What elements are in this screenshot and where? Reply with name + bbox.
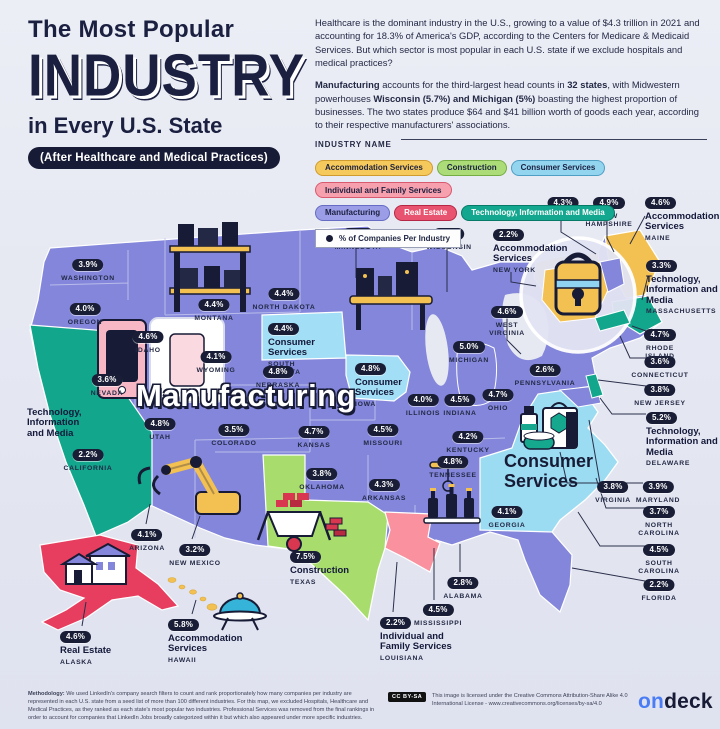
state-label-south-carolina: 4.5% SOUTH CAROLINA bbox=[638, 543, 680, 575]
state-label-new-jersey: 3.8% NEW JERSEY bbox=[634, 383, 686, 407]
state-label-virginia: 3.8% VIRGINIA bbox=[595, 480, 631, 504]
header: The Most Popular INDUSTRY in Every U.S. … bbox=[28, 16, 308, 169]
legend-pill-realestate: Real Estate bbox=[394, 204, 458, 221]
state-label-maine: 4.6% Accommodation Services MAINE bbox=[645, 196, 720, 242]
state-label-ohio: 4.7% OHIO bbox=[482, 384, 514, 413]
region-label-manufacturing: Manufacturing bbox=[136, 378, 357, 413]
state-label-oregon: 4.0% OREGON bbox=[67, 302, 103, 326]
state-hawaii-islands bbox=[167, 577, 218, 611]
state-label-missouri: 4.5% MISSOURI bbox=[363, 423, 403, 447]
magnifier-circle bbox=[519, 236, 637, 354]
state-label-new-york: 2.2% Accommodation Services NEW YORK bbox=[493, 228, 568, 274]
cloche-icon bbox=[213, 592, 267, 631]
lake-michigan bbox=[425, 314, 449, 386]
california-industry-label: Technology, Information and Media bbox=[27, 407, 82, 439]
factory-shelf-icon bbox=[169, 222, 251, 312]
state-label-connecticut: 3.6% CONNECTICUT bbox=[631, 355, 689, 379]
state-label-colorado: 3.5% COLORADO bbox=[211, 423, 257, 447]
region-label-consumer-services: Consumer Services bbox=[504, 451, 594, 491]
conveyor-machines-icon bbox=[349, 262, 433, 330]
legend-pill-construction: Construction bbox=[436, 159, 507, 176]
state-label-texas: 7.5% Construction TEXAS bbox=[290, 550, 350, 586]
legend: INDUSTRY NAME Accommodation Services Cons… bbox=[315, 134, 707, 248]
state-label-massachusetts: 3.3% Technology, Information and Media MAS… bbox=[646, 259, 718, 316]
subtitle-pill: (After Healthcare and Medical Practices) bbox=[28, 147, 280, 169]
robot-arm-icon bbox=[137, 456, 241, 515]
state-label-california: 2.2% CALIFORNIA bbox=[63, 448, 113, 472]
cc-license-icon: CC BY-SA bbox=[388, 692, 427, 702]
state-label-rhode-island: 4.7% RHODE ISLAND bbox=[644, 328, 676, 360]
license-text: This image is licensed under the Creativ… bbox=[432, 693, 628, 708]
state-label-michigan: 5.0% MICHIGAN bbox=[449, 340, 489, 364]
intro-paragraph-2: Manufacturing accounts for the third-lar… bbox=[315, 79, 699, 131]
state-label-maryland: 3.9% MARYLAND bbox=[635, 480, 681, 504]
state-label-pennsylvania: 2.6% PENNSYLVANIA bbox=[514, 363, 576, 387]
state-label-nebraska: 4.8% NEBRASKA bbox=[255, 365, 301, 389]
state-label-louisiana: 2.2% Individual and Family Services LOUISI… bbox=[380, 616, 452, 662]
title-main: INDUSTRY bbox=[28, 42, 305, 109]
wheelbarrow-icon bbox=[256, 493, 347, 552]
ondeck-logo: ondeck bbox=[638, 690, 713, 713]
title-line3: in Every U.S. State bbox=[28, 113, 223, 138]
state-label-illinois: 4.0% ILLINOIS bbox=[405, 393, 441, 417]
state-label-wyoming: 4.1% WYOMING bbox=[196, 350, 236, 374]
legend-rule bbox=[401, 139, 707, 140]
legend-pills: Accommodation Services Construction Consum… bbox=[315, 157, 707, 225]
state-label-utah: 4.8% UTAH bbox=[144, 413, 176, 442]
state-label-arkansas: 4.3% ARKANSAS bbox=[361, 478, 407, 502]
legend-pill-consumer: Consumer Services bbox=[510, 159, 606, 176]
state-label-tennessee: 4.8% TENNESSEE bbox=[429, 455, 477, 479]
intro-paragraph-1: Healthcare is the dominant industry in t… bbox=[315, 17, 700, 69]
state-label-west-virginia: 4.6% WEST VIRGINIA bbox=[489, 305, 525, 337]
state-label-hawaii: 5.8% Accommodation Services HAWAII bbox=[168, 618, 243, 664]
state-label-alaska: 4.6% Real Estate ALASKA bbox=[60, 630, 112, 666]
state-label-georgia: 4.1% GEORGIA bbox=[488, 505, 526, 529]
state-label-nevada: 3.6% NEVADA bbox=[90, 373, 124, 397]
state-label-florida: 2.2% FLORIDA bbox=[641, 578, 677, 602]
state-label-idaho: 4.6% IDAHO bbox=[132, 326, 164, 355]
houses-icon bbox=[59, 542, 131, 585]
percent-dot-icon bbox=[326, 234, 333, 242]
state-label-north-dakota: 4.4% NORTH DAKOTA bbox=[252, 287, 316, 311]
legend-note: % of Companies Per Industry bbox=[315, 228, 462, 248]
intro-text: Healthcare is the dominant industry in t… bbox=[315, 16, 707, 141]
state-label-iowa: 4.8% Consumer Services IOWA bbox=[355, 362, 402, 408]
state-label-kentucky: 4.2% KENTUCKY bbox=[446, 430, 490, 454]
state-label-alabama: 2.8% ALABAMA bbox=[443, 576, 483, 600]
state-label-montana: 4.4% MONTANA bbox=[194, 298, 234, 322]
state-label-mississippi: 4.5% MISSISSIPPI bbox=[413, 603, 463, 627]
padlock-icon bbox=[554, 252, 602, 316]
legend-pill-accommodation: Accommodation Services bbox=[315, 159, 433, 176]
state-delaware-tech bbox=[585, 373, 604, 399]
state-label-new-mexico: 3.2% NEW MEXICO bbox=[169, 543, 221, 567]
legend-pill-family: Individual and Family Services bbox=[315, 182, 452, 198]
state-label-oklahoma: 3.8% OKLAHOMA bbox=[299, 467, 345, 491]
footer: Methodology: We used LinkedIn's company … bbox=[0, 684, 720, 729]
state-label-washington: 3.9% WASHINGTON bbox=[61, 258, 115, 282]
legend-title: INDUSTRY NAME bbox=[315, 140, 392, 149]
state-label-north-carolina: 3.7% NORTH CAROLINA bbox=[638, 505, 680, 537]
legend-pill-manufacturing: Manufacturing bbox=[315, 204, 391, 221]
state-label-arizona: 4.1% ARIZONA bbox=[129, 528, 165, 552]
state-label-kansas: 4.7% KANSAS bbox=[297, 425, 331, 449]
state-label-indiana: 4.5% INDIANA bbox=[443, 393, 477, 417]
callout-lines bbox=[81, 206, 649, 627]
smartphone-icon bbox=[97, 317, 225, 403]
shopping-bag-icon bbox=[520, 402, 578, 450]
state-label-delaware: 5.2% Technology, Information and Media DEL… bbox=[646, 411, 718, 468]
legend-pill-technology: Technology, Information and Media bbox=[461, 204, 615, 221]
methodology-text: Methodology: We used LinkedIn's company … bbox=[28, 691, 375, 722]
title-line1: The Most Popular bbox=[28, 16, 235, 43]
